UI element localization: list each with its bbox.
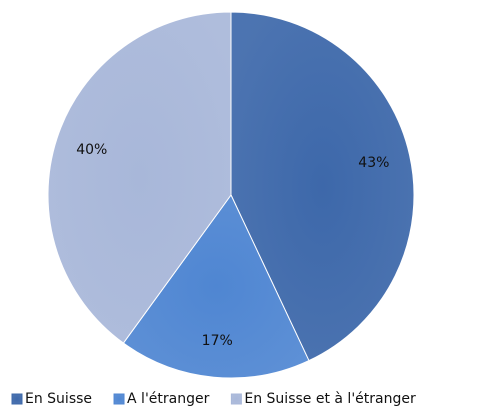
pie-slice: [47, 11, 232, 344]
data-label: 40%: [76, 142, 107, 158]
legend-label: En Suisse et à l'étranger: [244, 391, 416, 407]
data-label: 43%: [358, 155, 389, 171]
legend-label: A l'étranger: [127, 391, 210, 407]
legend-label: En Suisse: [25, 391, 92, 407]
legend-swatch: [11, 393, 23, 405]
legend-swatch: [113, 393, 125, 405]
pie-slice: [230, 11, 415, 362]
legend-swatch: [230, 393, 242, 405]
data-label: 17%: [202, 333, 233, 349]
pie-slice: [122, 194, 310, 379]
